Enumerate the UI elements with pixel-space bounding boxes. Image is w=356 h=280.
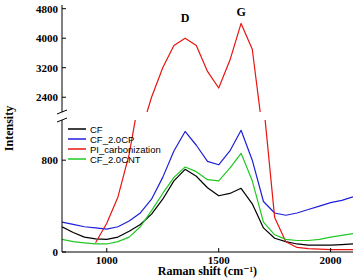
annotation: D xyxy=(181,11,190,25)
annotation: G xyxy=(236,5,245,19)
y-tick-label: 3200 xyxy=(36,62,59,74)
x-tick xyxy=(106,248,107,252)
legend: CFCF_2.0CPPI_carbonizationCF_2.0CNT xyxy=(68,124,161,165)
x-tick-label: 1000 xyxy=(96,254,119,266)
x-axis xyxy=(62,252,353,253)
y-tick xyxy=(62,97,66,98)
x-tick-label: 2000 xyxy=(320,254,343,266)
y-axis-upper xyxy=(62,5,63,112)
legend-swatch xyxy=(68,148,86,150)
y-tick-label: 4000 xyxy=(36,32,59,44)
x-tick xyxy=(218,248,219,252)
x-tick xyxy=(330,248,331,252)
axis-break xyxy=(57,118,67,122)
y-tick xyxy=(62,38,66,39)
y-axis-label: Intensity xyxy=(2,106,16,151)
series-line xyxy=(62,153,353,244)
axis-break xyxy=(57,110,67,114)
legend-swatch xyxy=(68,138,86,140)
y-tick-label: 4800 xyxy=(36,3,59,15)
legend-swatch xyxy=(68,128,86,130)
series-line xyxy=(96,23,353,112)
y-tick xyxy=(62,8,66,9)
y-tick xyxy=(62,67,66,68)
series-line xyxy=(62,169,353,245)
legend-swatch xyxy=(68,158,86,160)
y-tick-label: 0 xyxy=(53,246,59,258)
y-tick-label: 2400 xyxy=(36,91,59,103)
y-tick-label: 800 xyxy=(42,154,59,166)
plot-upper xyxy=(62,23,353,112)
y-tick xyxy=(62,252,66,253)
plot-lower xyxy=(62,120,353,250)
chart: 10001500200008002400320040004800Raman sh… xyxy=(0,0,356,280)
y-axis-lower xyxy=(62,120,63,252)
x-axis-label: Raman shift (cm⁻¹) xyxy=(158,264,257,278)
y-tick xyxy=(62,160,66,161)
legend-label: CF_2.0CNT xyxy=(90,154,141,165)
